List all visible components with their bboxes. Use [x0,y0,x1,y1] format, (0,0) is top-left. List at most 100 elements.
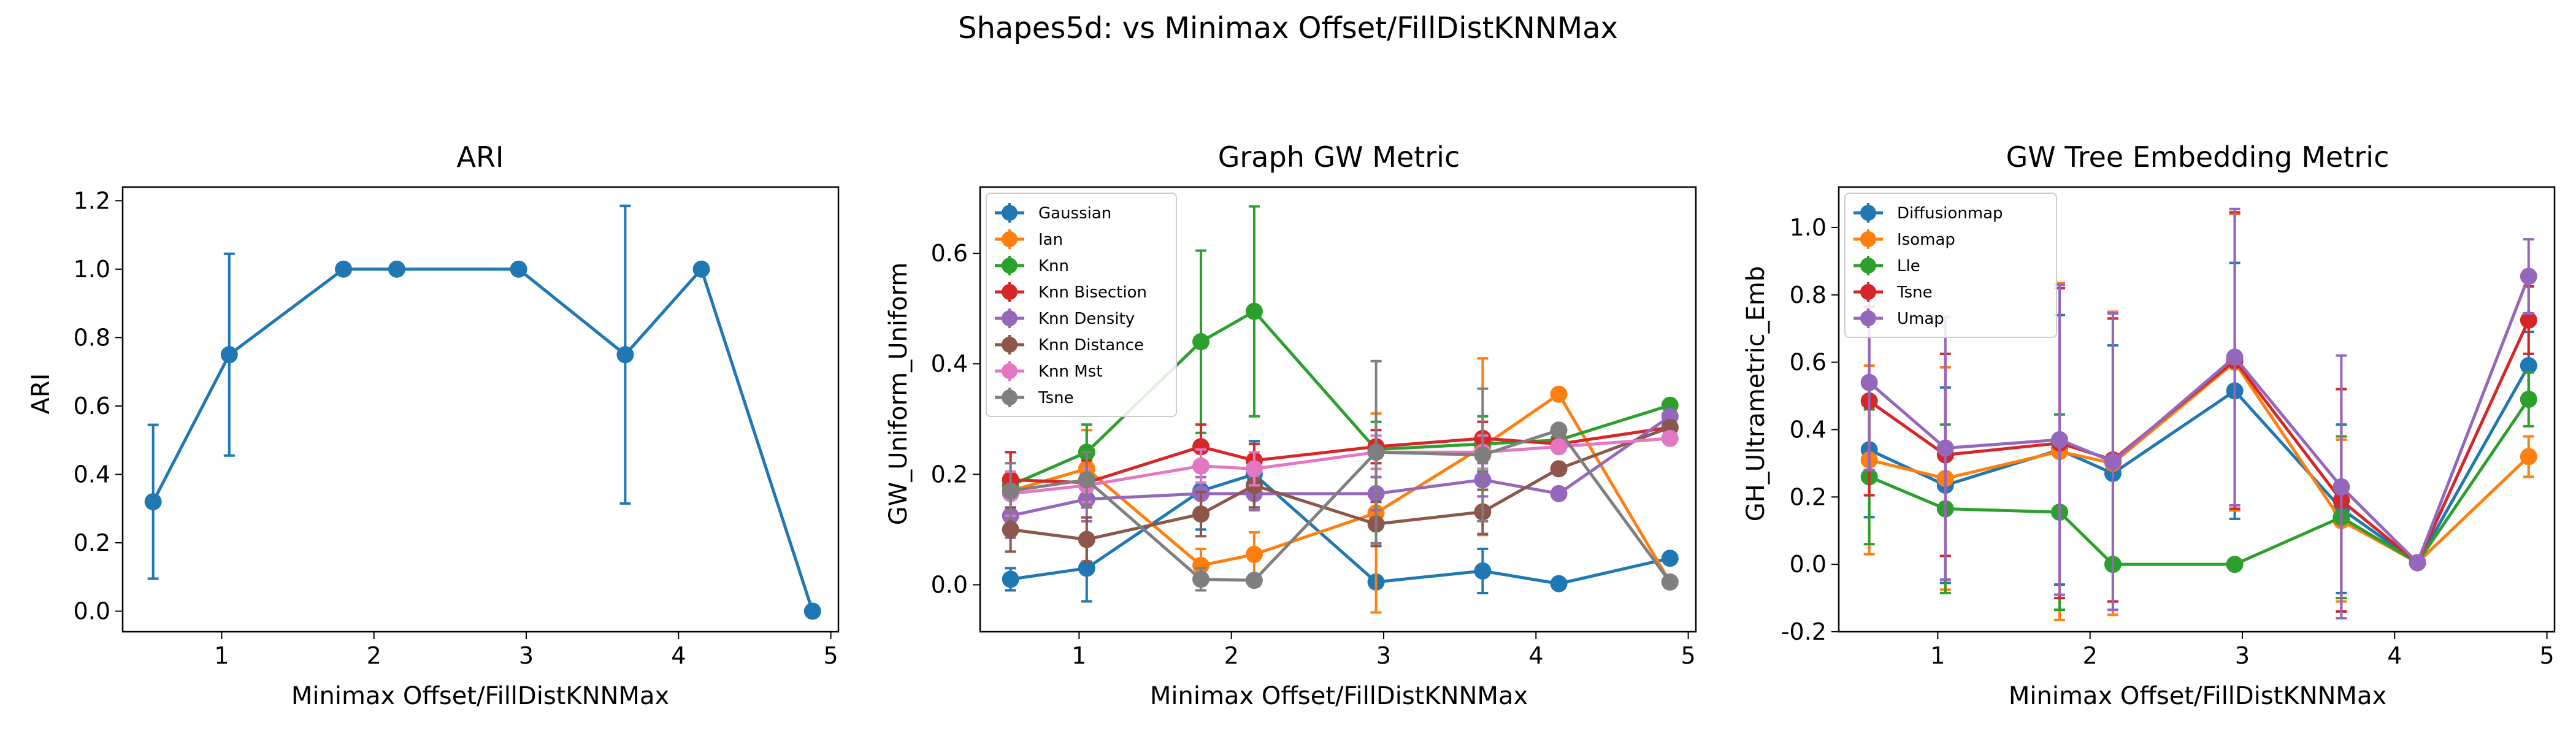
panel-gw-tree-embedding-metric: GW Tree Embedding Metric Minimax Offset/… [1742,140,2556,710]
data-point [220,346,238,364]
series-line [151,267,815,612]
x-tick-label: 4 [2387,642,2402,669]
legend-item: Tsne [1853,282,1933,302]
legend: Gaussian Ian Knn Knn Bisection Knn Density Kn… [986,193,1177,417]
data-point [1367,443,1385,461]
data-point [1661,550,1679,567]
data-point [1245,460,1263,478]
legend-item: Knn Bisection [995,282,1147,302]
y-tick-label: 1.2 [74,187,110,214]
series-0 [144,204,821,620]
y-tick-label: 0.2 [74,529,110,556]
x-tick-label: 5 [1681,642,1695,669]
x-tick-label: 1 [1071,642,1086,669]
panel-title: GW Tree Embedding Metric [2006,140,2390,174]
data-point [1002,521,1019,539]
legend-item: Knn Density [995,309,1135,328]
x-axis-label: Minimax Offset/FillDistKNNMax [2009,682,2386,710]
legend-swatch-marker [1860,205,1876,221]
data-point [388,260,405,278]
panel-title: ARI [457,140,504,174]
x-tick-label: 3 [519,642,534,669]
data-point [1474,562,1492,580]
x-tick-label: 3 [2235,642,2250,669]
legend-item: Isomap [1853,229,1955,249]
x-tick-label: 2 [1224,642,1239,669]
data-point [1078,559,1095,577]
data-point [2520,311,2537,329]
data-point [144,493,162,511]
axes-frame [1838,186,2556,633]
x-tick-label: 4 [1528,642,1543,669]
y-tick-label: 0.2 [1790,483,1827,510]
legend-label: Tsne [1896,283,1933,302]
series-knn-distance [1002,418,1679,563]
series-line [1010,428,1671,583]
data-point [2520,448,2537,466]
legend-swatch-marker [1860,310,1876,326]
y-tick-label: 0.4 [931,350,968,377]
panel-title: Graph GW Metric [1218,140,1460,174]
data-point [1192,438,1210,456]
series-knn [1002,205,1679,520]
legend-label: Knn Density [1038,310,1135,328]
legend-item: Ian [995,229,1063,249]
data-point [2051,431,2069,448]
legend-swatch-marker [1860,284,1876,300]
data-point [1550,485,1568,502]
legend-label: Knn Distance [1038,336,1144,355]
y-axis-label: GH_Ultrametric_Emb [1742,266,1770,522]
y-tick-label: 0.8 [1790,282,1827,309]
legend-item: Lle [1853,256,1920,275]
legend-swatch-marker [1002,389,1018,405]
data-point [2520,267,2537,285]
legend-frame [1844,193,2057,338]
series-gaussian [1002,440,1679,603]
series-lle [1860,371,2537,611]
x-tick-label: 3 [1376,642,1391,669]
legend-label: Gaussian [1038,204,1111,223]
y-tick-label: 0.0 [74,598,110,625]
series-line [1868,398,2530,566]
axes-frame [979,186,1697,633]
x-axis-label: Minimax Offset/FillDistKNNMax [1150,682,1528,710]
y-tick-label: 0.0 [1790,551,1827,578]
x-tick-label: 1 [1930,642,1945,669]
data-point [335,260,353,278]
series-line [1010,310,1671,487]
data-point [1550,385,1568,403]
data-point [616,346,634,364]
series-umap [1860,207,2537,620]
data-point [1192,505,1210,523]
legend-swatch-marker [1002,258,1018,274]
data-point [2409,554,2426,572]
data-point [2520,391,2537,408]
data-point [1550,438,1568,456]
legend-label: Knn Mst [1038,362,1102,381]
data-point [1860,374,1878,391]
y-axis-label: GW_Uniform_Uniform [884,263,913,526]
x-tick-label: 4 [671,642,686,669]
y-tick-label: 0.8 [74,324,110,351]
legend-frame [986,193,1177,417]
y-tick-label: 0.6 [1790,349,1827,376]
series-line [1868,275,2531,564]
series-line [1868,319,2531,564]
x-tick-label: 5 [823,642,838,669]
legend-label: Tsne [1038,389,1074,407]
data-point [510,260,527,278]
legend-label: Knn Bisection [1038,283,1147,302]
y-tick-label: 0.2 [931,461,968,488]
data-point [692,260,710,278]
x-tick-label: 1 [214,642,229,669]
data-point [1192,570,1210,588]
data-point [2226,556,2244,573]
legend-label: Knn [1038,257,1069,275]
legend-swatch-marker [1002,363,1018,379]
y-tick-label: 0.4 [74,461,110,488]
data-point [2104,453,2122,470]
legend-label: Isomap [1897,231,1955,249]
data-point [1550,421,1568,439]
series-line [1010,437,1670,496]
